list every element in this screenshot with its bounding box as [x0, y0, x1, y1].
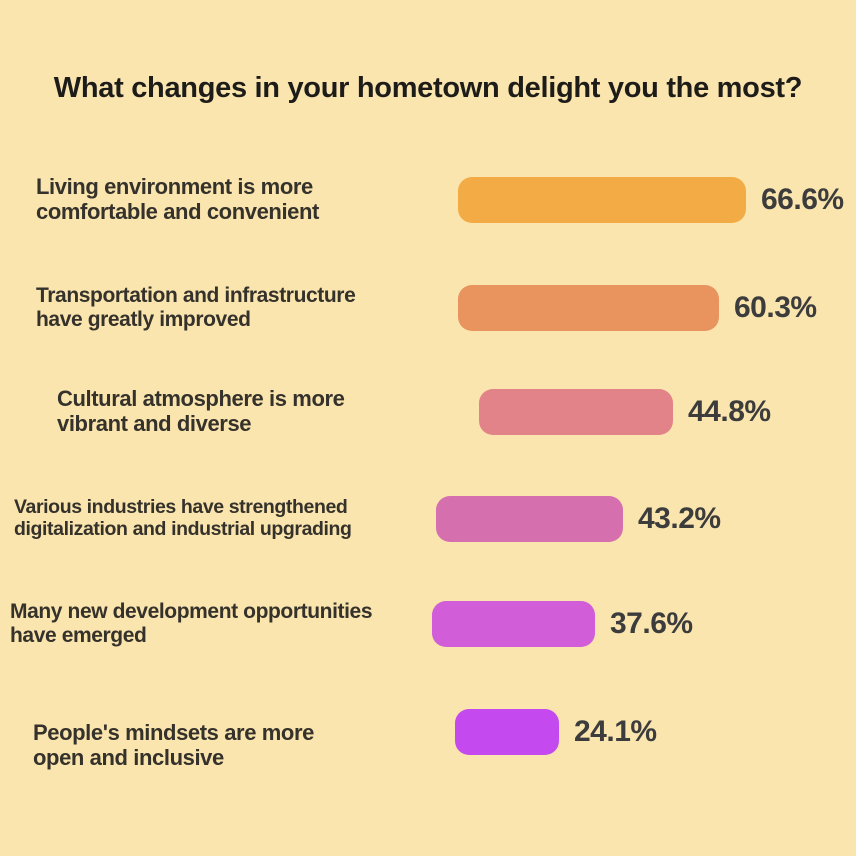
category-label-line: comfortable and convenient — [36, 199, 319, 224]
category-label-line: People's mindsets are more — [33, 720, 314, 746]
bar-row: People's mindsets are more open and incl… — [0, 709, 856, 770]
category-label: Various industries have strengthened dig… — [0, 496, 436, 541]
value-label: 24.1% — [574, 715, 657, 748]
bar — [432, 601, 595, 647]
category-label-line: have greatly improved — [36, 308, 251, 331]
category-label: Many new development opportunities have … — [0, 600, 432, 647]
category-label-line: vibrant and diverse — [57, 411, 252, 436]
chart-title: What changes in your hometown delight yo… — [53, 72, 803, 104]
category-label-line: Cultural atmosphere is more — [57, 386, 345, 412]
category-label-line: Living environment is more — [36, 174, 313, 200]
category-label-line: Various industries have strengthened — [14, 496, 348, 519]
category-label-line: Transportation and infrastructure — [36, 284, 356, 308]
category-label-line: Many new development opportunities — [10, 600, 373, 624]
value-label: 44.8% — [688, 395, 771, 428]
value-label: 60.3% — [734, 291, 817, 324]
category-label: People's mindsets are more open and incl… — [0, 721, 455, 770]
bar-row: Many new development opportunities have … — [0, 600, 856, 647]
bar — [458, 177, 746, 223]
bar — [436, 496, 623, 542]
category-label: Cultural atmosphere is more vibrant and … — [0, 387, 479, 436]
bar-row: Cultural atmosphere is more vibrant and … — [0, 387, 856, 436]
bar-row: Transportation and infrastructure have g… — [0, 284, 856, 331]
category-label-line: digitalization and industrial upgrading — [14, 518, 352, 540]
value-label: 66.6% — [761, 183, 844, 216]
bar-row: Various industries have strengthened dig… — [0, 496, 856, 542]
category-label: Transportation and infrastructure have g… — [0, 284, 458, 331]
category-label: Living environment is more comfortable a… — [0, 175, 458, 224]
bar — [479, 389, 673, 435]
bar — [458, 285, 719, 331]
category-label-line: open and inclusive — [33, 745, 224, 770]
bar — [455, 709, 559, 755]
value-label: 37.6% — [610, 607, 693, 640]
value-label: 43.2% — [638, 502, 721, 535]
bar-row: Living environment is more comfortable a… — [0, 175, 856, 224]
category-label-line: have emerged — [10, 624, 147, 647]
